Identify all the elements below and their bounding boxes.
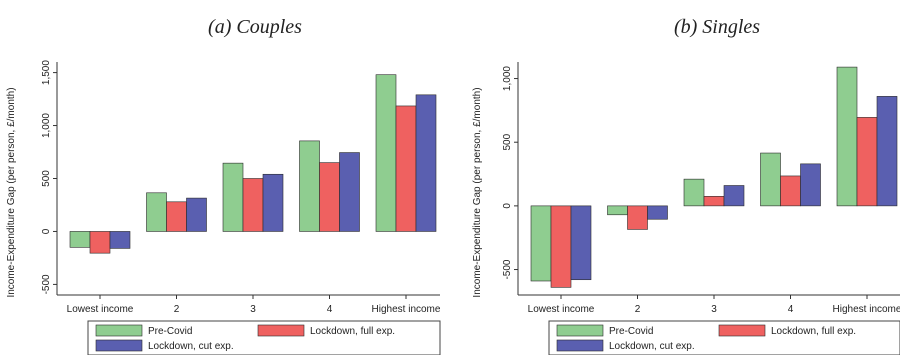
legend-label: Lockdown, cut exp. [148, 341, 234, 352]
legend-swatch [556, 324, 604, 337]
legend-label: Pre-Covid [609, 326, 653, 337]
y-tick-label: 500 [41, 170, 52, 187]
bar [186, 197, 207, 232]
bar [415, 94, 437, 232]
bar [570, 205, 592, 281]
bar [262, 173, 284, 232]
legend-label: Lockdown, full exp. [310, 326, 395, 337]
bar [299, 140, 320, 232]
bar [69, 231, 91, 248]
bar [530, 205, 552, 282]
bar [146, 192, 167, 232]
bar [395, 105, 417, 232]
bar [222, 162, 244, 232]
x-tick-label: Highest income [833, 304, 900, 315]
x-tick-label: 2 [635, 304, 641, 315]
bar [627, 205, 648, 230]
bar [876, 96, 898, 207]
y-tick-label: -500 [41, 274, 52, 294]
chart-title: (a) Couples [208, 16, 302, 38]
bar [607, 205, 628, 216]
legend-label: Lockdown, full exp. [771, 326, 856, 337]
bar [703, 196, 725, 207]
legend-swatch [718, 324, 766, 337]
y-tick-label: -500 [502, 259, 513, 279]
bar [780, 175, 801, 207]
bar [836, 66, 858, 207]
bar [339, 152, 360, 232]
x-tick-label: Lowest income [528, 304, 595, 315]
y-tick-label: 1,000 [502, 66, 513, 91]
bar [550, 205, 572, 288]
y-tick-label: 1,000 [41, 113, 52, 138]
bar [166, 201, 187, 232]
x-tick-label: Lowest income [67, 304, 134, 315]
bar [760, 152, 781, 207]
y-axis-title: Income-Expenditure Gap (per person, £/mo… [6, 87, 17, 297]
y-tick-label: 0 [502, 203, 513, 209]
legend-label: Pre-Covid [148, 326, 192, 337]
y-tick-label: 0 [41, 228, 52, 234]
legend-swatch [556, 339, 604, 352]
bar [242, 178, 264, 232]
bar [109, 231, 131, 249]
x-tick-label: 3 [711, 304, 717, 315]
bar [319, 162, 340, 232]
bar [89, 231, 111, 254]
legend-swatch [95, 339, 143, 352]
x-tick-label: Highest income [372, 304, 441, 315]
x-tick-label: 2 [174, 304, 180, 315]
bar [723, 185, 745, 207]
bar [800, 163, 821, 207]
y-tick-label: 500 [502, 133, 513, 150]
x-tick-label: 4 [788, 304, 794, 315]
bar [683, 178, 705, 207]
x-tick-label: 4 [327, 304, 333, 315]
panel-couples: (a) Couples -500 0 500 1,000 1,500 Income-Expe… [6, 16, 441, 355]
legend-swatch [257, 324, 305, 337]
legend-swatch [95, 324, 143, 337]
bar [856, 117, 878, 207]
bar [647, 205, 668, 220]
bar [375, 74, 397, 232]
panel-singles: (b) Singles -500 0 500 1,000 Income-Expenditu… [472, 16, 900, 355]
y-axis-title: Income-Expenditure Gap (per person, £/mo… [472, 87, 483, 297]
y-tick-label: 1,500 [41, 60, 52, 85]
x-tick-label: 3 [250, 304, 256, 315]
chart-title: (b) Singles [674, 16, 760, 38]
legend-label: Lockdown, cut exp. [609, 341, 695, 352]
